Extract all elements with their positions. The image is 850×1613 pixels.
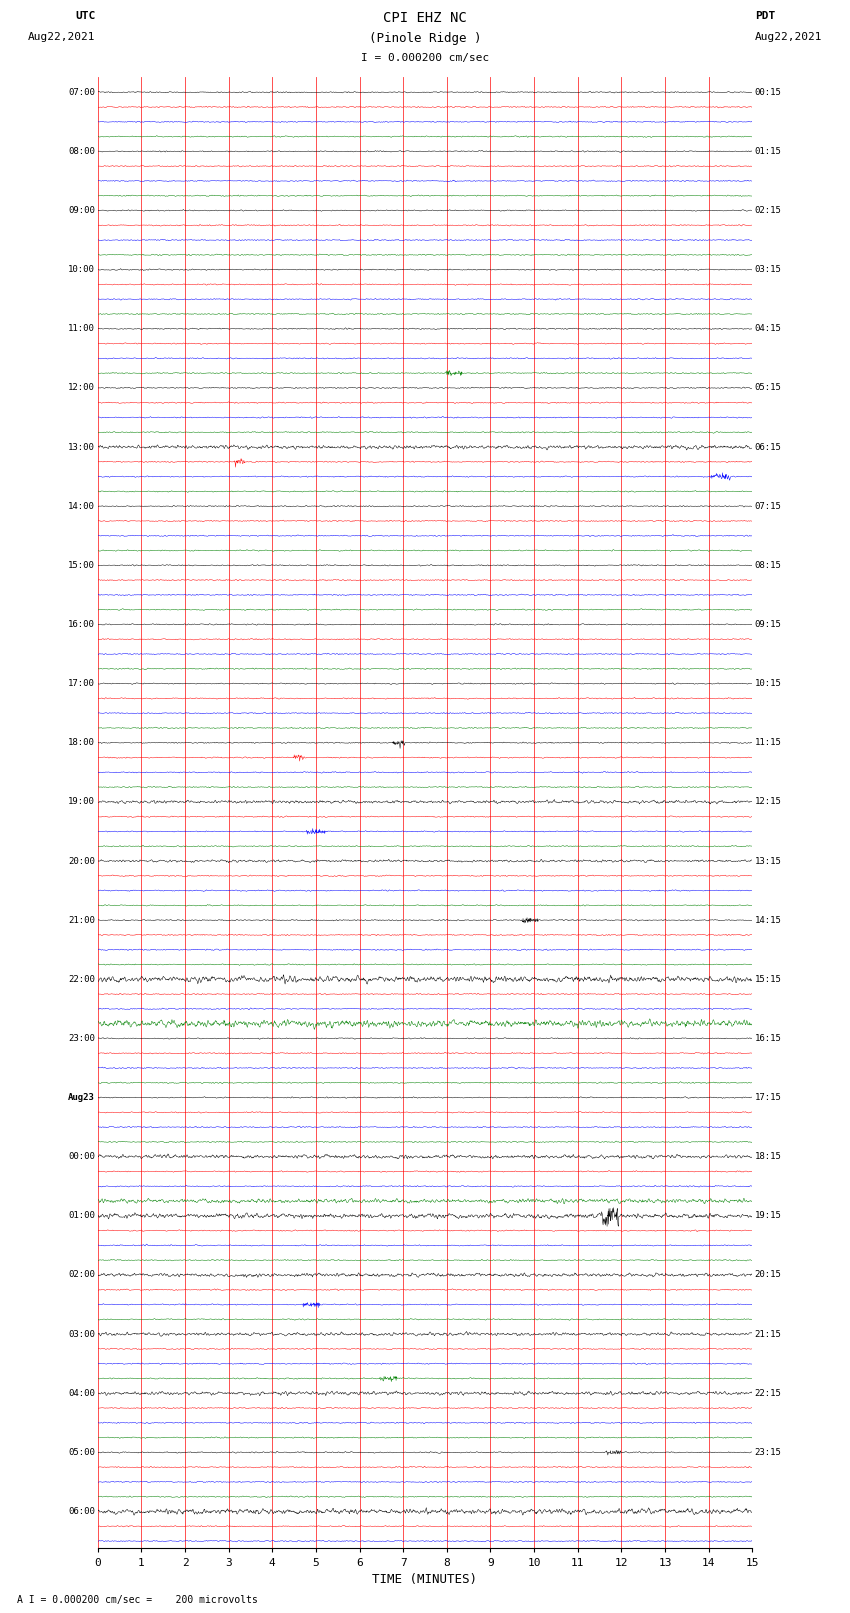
Text: 18:15: 18:15 [755,1152,782,1161]
Text: 00:15: 00:15 [755,87,782,97]
Text: 02:00: 02:00 [68,1271,95,1279]
Text: 04:00: 04:00 [68,1389,95,1398]
Text: 14:00: 14:00 [68,502,95,511]
Text: 08:15: 08:15 [755,561,782,569]
Text: (Pinole Ridge ): (Pinole Ridge ) [369,32,481,45]
Text: 14:15: 14:15 [755,916,782,924]
Text: 16:00: 16:00 [68,619,95,629]
Text: 12:00: 12:00 [68,384,95,392]
Text: UTC: UTC [75,11,95,21]
Text: 03:15: 03:15 [755,265,782,274]
Text: 07:00: 07:00 [68,87,95,97]
Text: 20:15: 20:15 [755,1271,782,1279]
Text: 09:15: 09:15 [755,619,782,629]
Text: 21:00: 21:00 [68,916,95,924]
Text: 13:15: 13:15 [755,857,782,866]
Text: 22:15: 22:15 [755,1389,782,1398]
Text: 13:00: 13:00 [68,442,95,452]
Text: 21:15: 21:15 [755,1329,782,1339]
Text: 19:15: 19:15 [755,1211,782,1221]
Text: A I = 0.000200 cm/sec =    200 microvolts: A I = 0.000200 cm/sec = 200 microvolts [17,1595,258,1605]
Text: 11:15: 11:15 [755,739,782,747]
Text: 04:15: 04:15 [755,324,782,334]
Text: PDT: PDT [755,11,775,21]
Text: 09:00: 09:00 [68,206,95,215]
Text: 01:00: 01:00 [68,1211,95,1221]
Text: Aug22,2021: Aug22,2021 [28,32,95,42]
Text: 06:00: 06:00 [68,1507,95,1516]
Text: 05:00: 05:00 [68,1448,95,1457]
X-axis label: TIME (MINUTES): TIME (MINUTES) [372,1573,478,1586]
Text: 17:15: 17:15 [755,1094,782,1102]
Text: 19:00: 19:00 [68,797,95,806]
Text: 12:15: 12:15 [755,797,782,806]
Text: 16:15: 16:15 [755,1034,782,1044]
Text: 07:15: 07:15 [755,502,782,511]
Text: 01:15: 01:15 [755,147,782,156]
Text: 23:00: 23:00 [68,1034,95,1044]
Text: 06:15: 06:15 [755,442,782,452]
Text: 15:00: 15:00 [68,561,95,569]
Text: 23:15: 23:15 [755,1448,782,1457]
Text: 10:15: 10:15 [755,679,782,689]
Text: Aug23: Aug23 [68,1094,95,1102]
Text: 18:00: 18:00 [68,739,95,747]
Text: 20:00: 20:00 [68,857,95,866]
Text: I = 0.000200 cm/sec: I = 0.000200 cm/sec [361,53,489,63]
Text: 08:00: 08:00 [68,147,95,156]
Text: Aug22,2021: Aug22,2021 [755,32,822,42]
Text: CPI EHZ NC: CPI EHZ NC [383,11,467,26]
Text: 11:00: 11:00 [68,324,95,334]
Text: 22:00: 22:00 [68,974,95,984]
Text: 00:00: 00:00 [68,1152,95,1161]
Text: 02:15: 02:15 [755,206,782,215]
Text: 03:00: 03:00 [68,1329,95,1339]
Text: 17:00: 17:00 [68,679,95,689]
Text: 05:15: 05:15 [755,384,782,392]
Text: 10:00: 10:00 [68,265,95,274]
Text: 15:15: 15:15 [755,974,782,984]
